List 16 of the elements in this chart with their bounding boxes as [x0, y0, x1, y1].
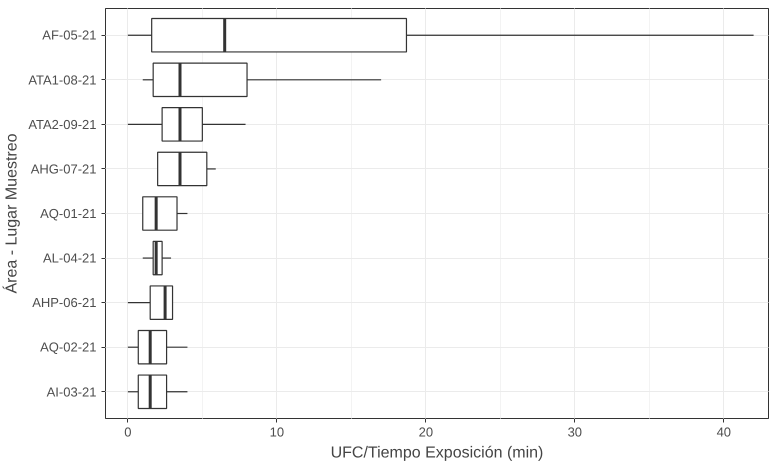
x-tick-label: 30	[568, 424, 582, 440]
x-tick-label: 10	[270, 424, 284, 440]
x-tick-label: 40	[716, 424, 732, 440]
x-tick-label: 20	[418, 424, 434, 440]
y-tick-label: AQ-02-21	[40, 340, 97, 355]
x-tick-label: 0	[124, 424, 132, 440]
y-tick-label: AQ-01-21	[40, 206, 97, 221]
y-tick-label: AL-04-21	[43, 250, 97, 266]
y-tick-label: ATA2-09-21	[28, 116, 97, 132]
y-tick-label: AI-03-21	[46, 384, 97, 400]
y-axis-title: Área - Lugar Muestreo	[2, 133, 20, 294]
y-tick-label: AF-05-21	[42, 28, 97, 43]
x-axis-title: UFC/Tiempo Exposición (min)	[330, 444, 544, 462]
y-tick-label: ATA1-08-21	[28, 72, 97, 88]
y-tick-label: AHG-07-21	[30, 161, 96, 176]
y-tick-label: AHP-06-21	[32, 295, 97, 310]
